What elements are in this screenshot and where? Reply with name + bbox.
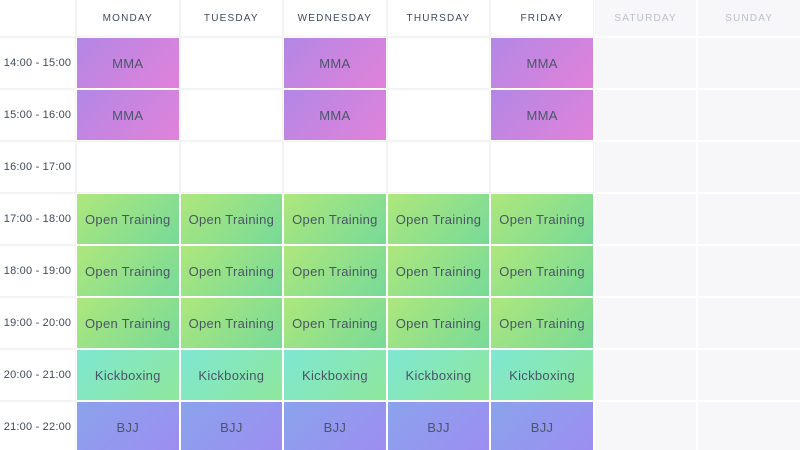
time-label: 15:00 - 16:00	[0, 89, 76, 141]
weekend-empty-cell	[594, 194, 697, 244]
class-cell-mma[interactable]: MMA	[284, 90, 386, 140]
class-cell-bjj[interactable]: BJJ	[284, 402, 386, 450]
day-header-wednesday: WEDNESDAY	[283, 0, 387, 37]
class-cell-open-training[interactable]: Open Training	[77, 246, 179, 296]
class-cell-open-training[interactable]: Open Training	[284, 246, 386, 296]
weekend-empty-cell	[698, 350, 800, 400]
weekend-empty-cell	[698, 298, 800, 348]
class-cell-open-training[interactable]: Open Training	[77, 194, 179, 244]
time-label: 17:00 - 18:00	[0, 193, 76, 245]
empty-schedule-cell	[76, 141, 180, 193]
weekend-empty-cell	[594, 402, 697, 450]
class-cell-open-training[interactable]: Open Training	[180, 194, 283, 244]
class-cell-bjj[interactable]: BJJ	[491, 402, 593, 450]
day-header-thursday: THURSDAY	[386, 0, 491, 37]
time-label: 14:00 - 15:00	[0, 37, 76, 89]
class-cell-open-training[interactable]: Open Training	[284, 298, 386, 348]
class-cell-open-training[interactable]: Open Training	[387, 194, 490, 244]
class-cell-bjj[interactable]: BJJ	[387, 402, 490, 450]
empty-schedule-cell	[490, 141, 594, 193]
day-header-tuesday: TUESDAY	[179, 0, 284, 37]
class-cell-open-training[interactable]: Open Training	[180, 246, 283, 296]
class-cell-open-training[interactable]: Open Training	[387, 246, 490, 296]
weekend-empty-cell	[594, 142, 697, 192]
class-cell-open-training[interactable]: Open Training	[387, 298, 490, 348]
class-cell-open-training[interactable]: Open Training	[491, 194, 593, 244]
class-cell-kickboxing[interactable]: Kickboxing	[387, 350, 490, 400]
class-cell-kickboxing[interactable]: Kickboxing	[491, 350, 593, 400]
class-cell-bjj[interactable]: BJJ	[180, 402, 283, 450]
weekend-empty-cell	[698, 90, 800, 140]
class-cell-bjj[interactable]: BJJ	[77, 402, 179, 450]
time-label: 20:00 - 21:00	[0, 349, 76, 401]
time-label: 16:00 - 17:00	[0, 141, 76, 193]
class-cell-mma[interactable]: MMA	[77, 90, 179, 140]
empty-schedule-cell	[386, 141, 491, 193]
day-header-friday: FRIDAY	[490, 0, 594, 37]
time-label: 19:00 - 20:00	[0, 297, 76, 349]
weekend-empty-cell	[594, 350, 697, 400]
class-cell-kickboxing[interactable]: Kickboxing	[180, 350, 283, 400]
empty-schedule-cell	[179, 37, 284, 89]
weekend-empty-cell	[594, 38, 697, 88]
weekend-empty-cell	[594, 90, 697, 140]
empty-schedule-cell	[179, 89, 284, 141]
class-cell-mma[interactable]: MMA	[77, 38, 179, 88]
weekend-empty-cell	[594, 298, 697, 348]
time-label: 21:00 - 22:00	[0, 401, 76, 450]
empty-schedule-cell	[179, 141, 284, 193]
class-cell-mma[interactable]: MMA	[491, 38, 593, 88]
weekend-empty-cell	[698, 402, 800, 450]
class-cell-kickboxing[interactable]: Kickboxing	[284, 350, 386, 400]
class-cell-mma[interactable]: MMA	[491, 90, 593, 140]
class-cell-open-training[interactable]: Open Training	[284, 194, 386, 244]
weekend-empty-cell	[698, 38, 800, 88]
class-cell-open-training[interactable]: Open Training	[77, 298, 179, 348]
weekend-empty-cell	[698, 246, 800, 296]
day-header-monday: MONDAY	[76, 0, 180, 37]
weekend-empty-cell	[594, 246, 697, 296]
class-cell-open-training[interactable]: Open Training	[180, 298, 283, 348]
schedule-corner-cell	[0, 0, 76, 37]
empty-schedule-cell	[283, 141, 387, 193]
class-cell-mma[interactable]: MMA	[284, 38, 386, 88]
class-cell-kickboxing[interactable]: Kickboxing	[77, 350, 179, 400]
day-header-sunday: SUNDAY	[698, 0, 800, 36]
empty-schedule-cell	[386, 89, 491, 141]
class-cell-open-training[interactable]: Open Training	[491, 298, 593, 348]
weekend-empty-cell	[698, 142, 800, 192]
empty-schedule-cell	[386, 37, 491, 89]
class-cell-open-training[interactable]: Open Training	[491, 246, 593, 296]
day-header-saturday: SATURDAY	[594, 0, 697, 36]
time-label: 18:00 - 19:00	[0, 245, 76, 297]
weekend-empty-cell	[698, 194, 800, 244]
